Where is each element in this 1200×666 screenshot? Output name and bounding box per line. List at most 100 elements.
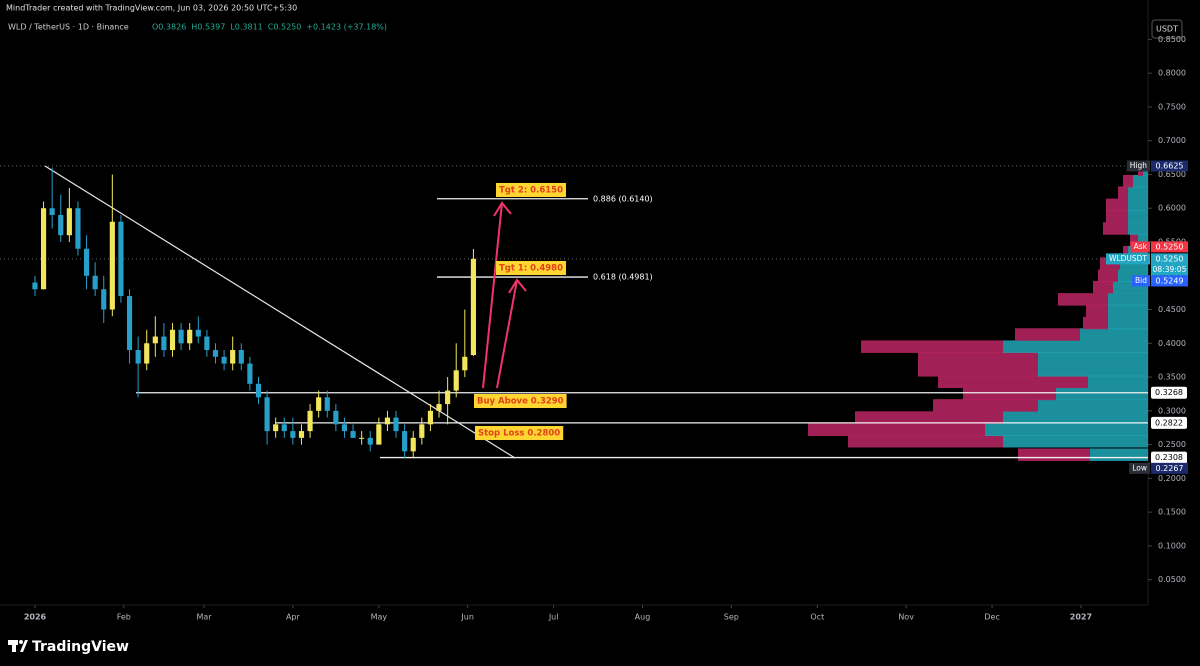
candle-body bbox=[333, 410, 339, 425]
arrow-head bbox=[493, 201, 512, 217]
candle-body bbox=[273, 424, 279, 432]
x-tick-label: Apr bbox=[286, 613, 301, 622]
annotation: Tgt 2: 0.6150 bbox=[499, 186, 563, 196]
profile-sell bbox=[1093, 280, 1113, 294]
currency[interactable]: USDT bbox=[1156, 25, 1178, 34]
candle-body bbox=[58, 214, 64, 236]
profile-sell bbox=[1118, 186, 1128, 199]
y-tick-label: 0.3500 bbox=[1158, 373, 1186, 382]
candle-body bbox=[384, 417, 391, 425]
tag-box bbox=[1151, 241, 1188, 253]
level-tag-label: 0.2308 bbox=[1155, 453, 1183, 462]
y-tick-label: 0.0500 bbox=[1158, 575, 1186, 584]
annotation-box bbox=[474, 394, 567, 408]
x-tick-label: 2026 bbox=[24, 613, 47, 622]
tag-price: 0.5250 bbox=[1156, 242, 1184, 251]
candle-body bbox=[324, 397, 330, 411]
candle-body bbox=[367, 437, 373, 445]
profile-sell bbox=[963, 387, 1056, 401]
candle-body bbox=[230, 350, 236, 364]
profile-buy bbox=[1080, 328, 1148, 341]
candle-body bbox=[40, 208, 47, 290]
currency-button[interactable] bbox=[1151, 19, 1183, 39]
tag-name-box bbox=[1126, 160, 1150, 172]
profile-sell bbox=[1106, 198, 1128, 212]
level-tag bbox=[1151, 416, 1187, 429]
candle-body bbox=[212, 350, 219, 357]
profile-sell bbox=[1086, 304, 1108, 318]
tag-price: 0.6625 bbox=[1156, 162, 1184, 171]
annotation: Stop Loss 0.2800 bbox=[478, 429, 560, 439]
profile-buy bbox=[1088, 375, 1148, 389]
candle-body bbox=[341, 424, 348, 432]
profile-buy bbox=[1108, 316, 1148, 330]
y-tick-label: 0.4000 bbox=[1158, 339, 1186, 348]
profile-sell bbox=[938, 375, 1088, 389]
fib-label: 0.618 (0.4981) bbox=[593, 273, 653, 282]
x-tick-label: Oct bbox=[810, 613, 824, 622]
profile-buy bbox=[1108, 293, 1148, 306]
profile-sell bbox=[1058, 293, 1108, 306]
tag-price: 0.5249 bbox=[1156, 276, 1184, 285]
candle-body bbox=[126, 296, 133, 351]
ohlc-value: L0.3811 bbox=[230, 23, 262, 32]
candle-body bbox=[307, 410, 313, 432]
candle-body bbox=[359, 437, 365, 439]
candle-body bbox=[470, 258, 476, 356]
profile-buy bbox=[1003, 434, 1148, 448]
ohlc-value: C0.5250 bbox=[268, 23, 302, 32]
tag-name-box bbox=[1129, 462, 1150, 474]
candle-body bbox=[290, 431, 296, 438]
candle-body bbox=[376, 424, 382, 445]
tag-price: 0.5250 bbox=[1156, 254, 1184, 263]
tag-name-box bbox=[1130, 241, 1150, 253]
candle-body bbox=[238, 350, 244, 364]
profile-sell bbox=[1106, 210, 1128, 223]
candle-body bbox=[255, 383, 262, 398]
profile-sell bbox=[1103, 222, 1128, 235]
profile-sell bbox=[1015, 328, 1080, 341]
y-tick-label: 0.3000 bbox=[1158, 406, 1186, 415]
brand: TradingView bbox=[32, 639, 129, 655]
credit: MindTrader created with TradingView.com,… bbox=[6, 4, 297, 13]
candle-body bbox=[445, 390, 451, 405]
candle-body bbox=[350, 431, 356, 438]
tag-name: Low bbox=[1132, 463, 1147, 472]
candle-body bbox=[135, 350, 141, 364]
profile-sell bbox=[933, 399, 1038, 412]
candle-body bbox=[169, 329, 176, 351]
candle-body bbox=[49, 208, 55, 215]
candle-body bbox=[402, 431, 408, 452]
y-tick-label: 0.7500 bbox=[1158, 102, 1186, 111]
y-tick-label: 0.7000 bbox=[1158, 136, 1186, 145]
tag-box bbox=[1151, 462, 1188, 474]
ohlc-value: O0.3826 bbox=[152, 23, 186, 32]
profile-sell bbox=[918, 364, 1038, 377]
candle-body bbox=[393, 417, 399, 432]
profile-sell bbox=[918, 351, 1038, 365]
annotation-box bbox=[496, 261, 566, 275]
profile-buy bbox=[1128, 222, 1148, 235]
annotation: Tgt 1: 0.4980 bbox=[499, 264, 563, 274]
candle-body bbox=[187, 329, 193, 344]
annotation-box bbox=[496, 183, 566, 197]
candle-body bbox=[410, 437, 416, 452]
profile-buy bbox=[1133, 174, 1148, 188]
profile-buy bbox=[1056, 387, 1148, 401]
fib-label: 0.886 (0.6140) bbox=[593, 194, 653, 203]
arrow-head bbox=[508, 278, 527, 294]
level-tag-label: 0.3268 bbox=[1155, 388, 1183, 397]
profile-buy bbox=[1003, 340, 1148, 353]
tag-name: Ask bbox=[1134, 242, 1148, 251]
ohlc-value: H0.5397 bbox=[191, 23, 225, 32]
candle-body bbox=[92, 275, 98, 290]
candle-body bbox=[152, 336, 158, 344]
logo bbox=[8, 640, 28, 652]
y-tick-label: 0.4500 bbox=[1158, 305, 1186, 314]
profile-buy bbox=[1128, 186, 1148, 199]
tag-box bbox=[1151, 275, 1188, 287]
y-tick-label: 0.2000 bbox=[1158, 474, 1186, 483]
x-tick-label: Jul bbox=[548, 613, 559, 622]
tag-box bbox=[1151, 160, 1188, 172]
candle-body bbox=[109, 221, 115, 310]
